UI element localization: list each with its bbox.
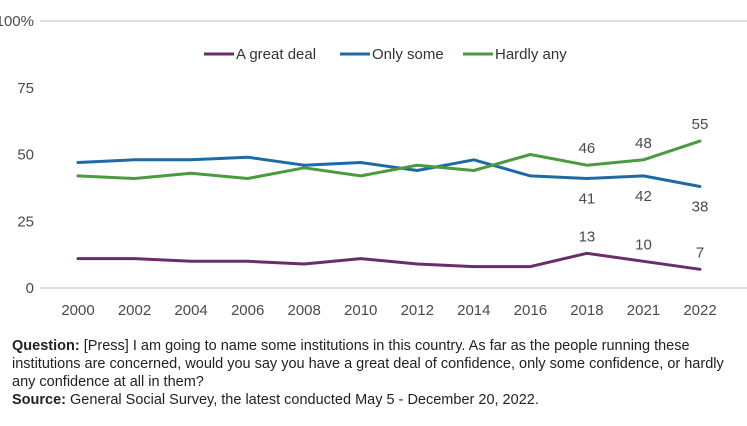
chart-series-lines [76, 139, 702, 271]
y-tick-label: 0 [26, 280, 34, 297]
y-tick-label: 100% [0, 13, 34, 30]
question-text: [Press] I am going to name some institut… [12, 338, 724, 390]
chart-footnote: Question: [Press] I am going to name som… [12, 337, 738, 409]
legend-item: Hardly any [463, 46, 567, 63]
legend-item: Only some [340, 46, 444, 63]
data-label: 10 [635, 236, 652, 253]
data-label: 55 [692, 116, 709, 133]
chart-axes: 0 25 50 75 100% 2000 2002 2004 2006 2008 2010 2012 2… [0, 13, 747, 319]
x-tick-label: 2014 [457, 302, 490, 319]
x-tick-label: 2021 [627, 302, 660, 319]
legend-label: Only some [372, 46, 444, 63]
chart-legend: A great deal Only some Hardly any [204, 46, 567, 63]
question-label: Question: [12, 338, 80, 354]
x-tick-label: 2002 [118, 302, 151, 319]
data-label: 7 [696, 244, 704, 261]
legend-label: Hardly any [495, 46, 567, 63]
source-note: Source: General Social Survey, the lates… [12, 391, 738, 409]
series-line [76, 251, 702, 271]
x-tick-label: 2018 [570, 302, 603, 319]
source-text: General Social Survey, the latest conduc… [70, 392, 539, 408]
x-tick-label: 2016 [514, 302, 547, 319]
x-tick-label: 2022 [683, 302, 716, 319]
data-label: 48 [635, 135, 652, 152]
series-line [76, 139, 702, 180]
y-tick-label: 50 [17, 147, 34, 164]
data-label: 38 [692, 199, 709, 216]
x-tick-label: 2008 [287, 302, 320, 319]
x-tick-label: 2010 [344, 302, 377, 319]
question-note: Question: [Press] I am going to name som… [12, 337, 738, 391]
data-label: 41 [579, 191, 596, 208]
y-tick-label: 75 [17, 80, 34, 97]
legend-label: A great deal [236, 46, 316, 63]
data-label: 13 [579, 228, 596, 245]
data-label: 46 [579, 140, 596, 157]
source-label: Source: [12, 392, 66, 408]
legend-item: A great deal [204, 46, 316, 63]
line-chart: 0 25 50 75 100% 2000 2002 2004 2006 2008 2010 2012 2… [0, 13, 747, 319]
x-tick-label: 2006 [231, 302, 264, 319]
data-label: 42 [635, 188, 652, 205]
series-line [76, 155, 702, 188]
x-tick-label: 2000 [61, 302, 94, 319]
y-tick-label: 25 [17, 213, 34, 230]
x-tick-label: 2012 [401, 302, 434, 319]
x-tick-label: 2004 [174, 302, 207, 319]
chart-data-labels: 13 10 7 41 42 38 46 48 55 [579, 116, 709, 261]
